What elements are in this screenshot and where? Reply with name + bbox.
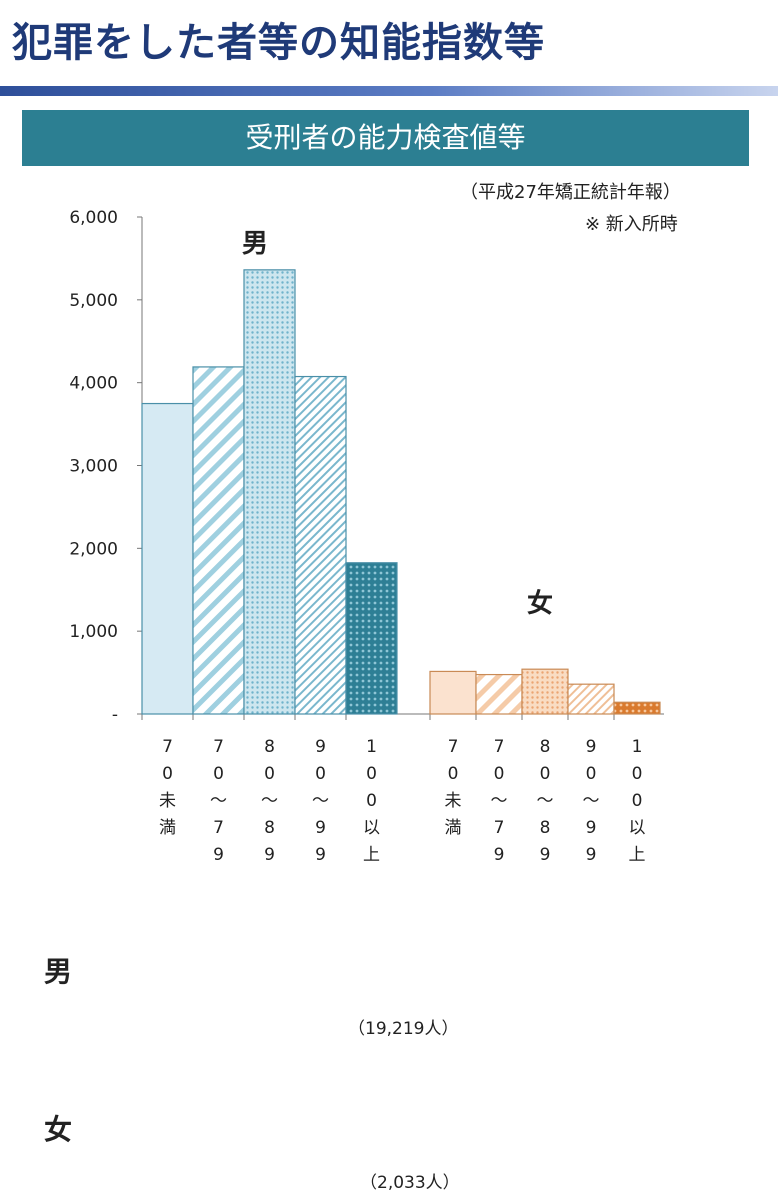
x-tick-label-char: 0 [448,764,459,784]
x-tick-label-char: 8 [264,737,275,757]
y-tick-label: 3,000 [69,457,118,477]
x-tick-label-char: 9 [315,737,326,757]
x-tick-label-char: 7 [162,737,173,757]
x-tick-label-char: 9 [540,845,551,865]
x-tick-label-char: 未 [445,791,462,811]
x-tick-label-char: 満 [159,818,176,838]
title-rule [0,86,778,96]
bar-male-0 [141,402,194,715]
bar-layer: 男女 [141,229,661,715]
x-tick-label-char: 1 [366,737,377,757]
x-tick-label-char: 〜 [491,791,508,811]
x-tick-label-char: 0 [632,764,643,784]
y-tick-label: - [112,705,118,725]
x-tick-label-char: 8 [540,818,551,838]
x-tick-label-char: 7 [213,737,224,757]
x-tick-label-char: 上 [363,845,380,865]
x-tick-label-char: 〜 [583,791,600,811]
x-tick-label-char: 7 [448,737,459,757]
bar-male-1 [192,366,245,715]
x-tick-label-char: 9 [213,845,224,865]
x-tick-label-char: 以 [363,818,380,838]
y-tick-label: 4,000 [69,374,118,394]
x-tick-label-char: 0 [540,764,551,784]
y-tick-label: 6,000 [69,208,118,228]
x-tick-labels: 70未満70〜7980〜8990〜99100以上70未満70〜7980〜8990… [159,737,646,865]
x-tick-label-char: 1 [632,737,643,757]
x-tick-label-char: 0 [494,764,505,784]
x-tick-label-char: 0 [366,791,377,811]
stack-label-female: 女 [44,1113,73,1146]
x-tick-label-char: 9 [586,737,597,757]
chart-banner-title: 受刑者の能力検査値等 [22,110,749,166]
x-tick-label-char: 〜 [537,791,554,811]
x-tick-label-char: 7 [213,818,224,838]
x-tick-label-char: 7 [494,737,505,757]
x-tick-label-char: 0 [264,764,275,784]
x-tick-label-char: 〜 [210,791,227,811]
y-tick-label: 2,000 [69,539,118,559]
total-male: （19,219人） [348,1019,459,1039]
x-tick-label-char: 0 [213,764,224,784]
bar-male-4 [345,562,398,715]
x-tick-label-char: 0 [366,764,377,784]
x-tick-label-char: 満 [445,818,462,838]
x-tick-label-char: 未 [159,791,176,811]
series-label-male: 男 [242,229,268,259]
stack-label-male: 男 [44,955,73,988]
x-tick-label-char: 0 [315,764,326,784]
x-tick-label-char: 8 [264,818,275,838]
x-tick-label-char: 9 [494,845,505,865]
bar-female-4 [613,701,661,715]
x-tick-label-char: 9 [586,818,597,838]
x-tick-label-char: 以 [629,818,646,838]
x-tick-label-char: 9 [315,845,326,865]
x-tick-label-char: 7 [494,818,505,838]
x-tick-label-char: 0 [632,791,643,811]
bar-male-2 [243,269,296,715]
x-tick-label-char: 上 [629,845,646,865]
y-tick-label: 1,000 [69,622,118,642]
source-note-2: ※ 新入所時 [585,214,678,235]
x-tick-label-char: 0 [586,764,597,784]
series-label-female: 女 [527,588,553,619]
bar-female-3 [567,683,615,715]
total-female: （2,033人） [360,1173,460,1193]
x-tick-label-char: 8 [540,737,551,757]
x-tick-label-char: 9 [315,818,326,838]
y-tick-label: 5,000 [69,291,118,311]
x-tick-label-char: 9 [264,845,275,865]
bar-male-3 [294,375,347,715]
x-tick-label-char: 〜 [312,791,329,811]
source-note: （平成27年矯正統計年報） [460,182,681,203]
x-tick-label-char: 〜 [261,791,278,811]
bar-female-0 [429,670,477,715]
bar-female-1 [475,673,523,715]
x-tick-label-char: 9 [586,845,597,865]
page-title: 犯罪をした者等の知能指数等 [12,20,545,66]
x-tick-label-char: 0 [162,764,173,784]
bar-female-2 [521,668,569,715]
